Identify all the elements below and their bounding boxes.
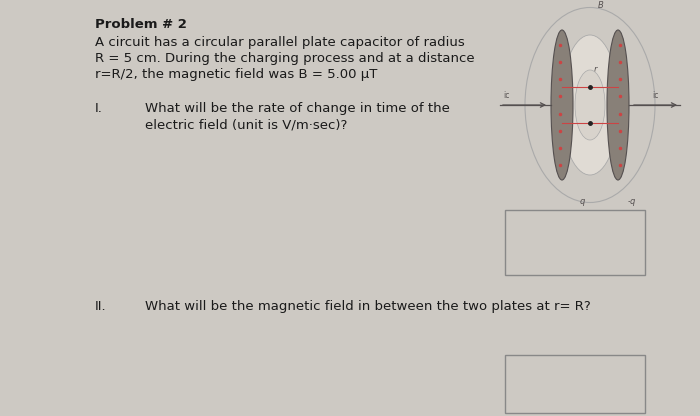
Text: R = 5 cm. During the charging process and at a distance: R = 5 cm. During the charging process an… — [95, 52, 475, 65]
Text: electric field (unit is V/m·sec)?: electric field (unit is V/m·sec)? — [145, 118, 347, 131]
Ellipse shape — [575, 70, 605, 140]
Text: r: r — [594, 65, 598, 74]
Text: q: q — [580, 198, 584, 206]
Text: A circuit has a circular parallel plate capacitor of radius: A circuit has a circular parallel plate … — [95, 36, 465, 49]
Text: ic: ic — [652, 91, 659, 99]
Ellipse shape — [607, 30, 629, 180]
Text: Problem # 2: Problem # 2 — [95, 18, 187, 31]
Text: What will be the magnetic field in between the two plates at r= R?: What will be the magnetic field in betwe… — [145, 300, 591, 313]
Ellipse shape — [551, 30, 573, 180]
Bar — [505, 355, 645, 413]
Text: B: B — [598, 0, 603, 10]
Text: I.: I. — [95, 102, 103, 115]
Ellipse shape — [561, 35, 619, 175]
Text: -q: -q — [628, 198, 636, 206]
Text: b: b — [589, 131, 594, 139]
Text: r=R/2, the magnetic field was B = 5.00 μT: r=R/2, the magnetic field was B = 5.00 μ… — [95, 68, 377, 81]
Text: II.: II. — [95, 300, 106, 313]
Text: What will be the rate of change in time of the: What will be the rate of change in time … — [145, 102, 450, 115]
Text: ic: ic — [503, 91, 510, 99]
Bar — [505, 210, 645, 275]
